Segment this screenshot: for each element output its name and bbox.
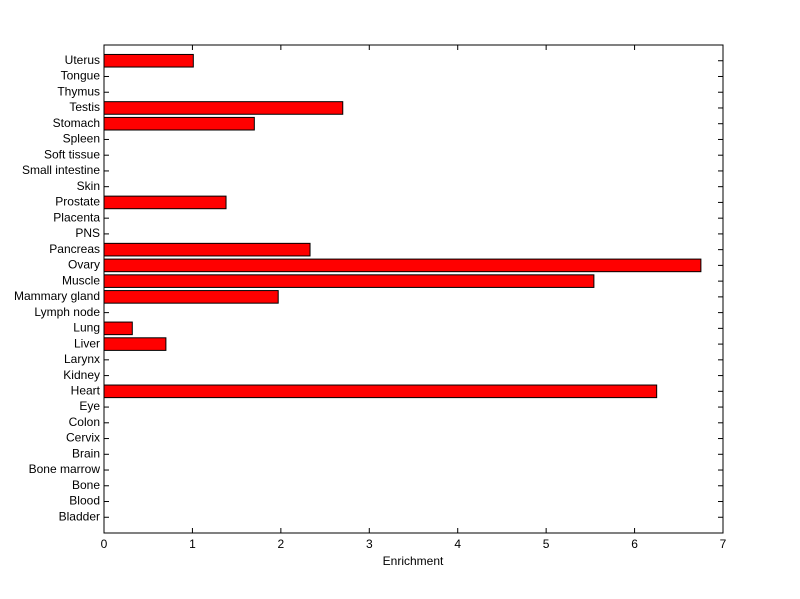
y-tick-label: Bladder [59,509,100,523]
y-tick-label: Kidney [63,368,100,382]
y-tick-label: Cervix [66,431,100,445]
y-tick-label: Blood [69,494,100,508]
bar [103,242,311,257]
y-tick-label: Thymus [57,84,100,98]
bar [103,274,595,288]
y-tick-label: Soft tissue [44,147,100,161]
y-tick-label: PNS [75,226,100,240]
x-tick-label: 1 [189,537,196,551]
y-tick-label: Mammary gland [14,289,100,303]
y-tick-label: Liver [74,336,100,350]
y-tick-label: Spleen [63,132,100,146]
y-tick-label: Ovary [68,258,100,272]
bar [103,195,227,210]
bar [103,384,658,399]
bar [103,116,255,131]
bar [103,258,702,273]
y-tick-label: Bone [72,478,100,492]
y-tick-label: Stomach [53,116,100,130]
y-tick-label: Heart [71,383,101,397]
x-tick-label: 4 [454,537,461,551]
x-tick-label: 6 [631,537,638,551]
bar [103,321,133,336]
x-tick-label: 0 [101,537,108,551]
y-tick-label: Eye [79,399,100,413]
bar [103,53,194,68]
y-tick-label: Lung [73,321,100,335]
y-tick-label: Muscle [62,273,100,287]
x-tick-label: 3 [366,537,373,551]
bar [103,337,167,351]
y-tick-label: Larynx [64,352,100,366]
y-tick-label: Pancreas [49,242,100,256]
bar [103,290,279,304]
y-tick-label: Skin [77,179,100,193]
y-tick-label: Placenta [53,210,100,224]
x-tick-label: 7 [720,537,727,551]
y-tick-label: Uterus [65,53,100,67]
y-tick-label: Small intestine [22,163,100,177]
y-tick-label: Lymph node [34,305,100,319]
x-tick-label: 5 [543,537,550,551]
y-tick-label: Colon [69,415,100,429]
x-axis-label: Enrichment [383,554,444,568]
y-tick-label: Tongue [61,69,101,83]
x-tick-label: 2 [278,537,285,551]
y-tick-label: Testis [69,100,100,114]
y-tick-label: Prostate [55,195,100,209]
y-tick-label: Brain [72,446,100,460]
y-tick-label: Bone marrow [29,462,101,476]
bar [103,101,344,115]
